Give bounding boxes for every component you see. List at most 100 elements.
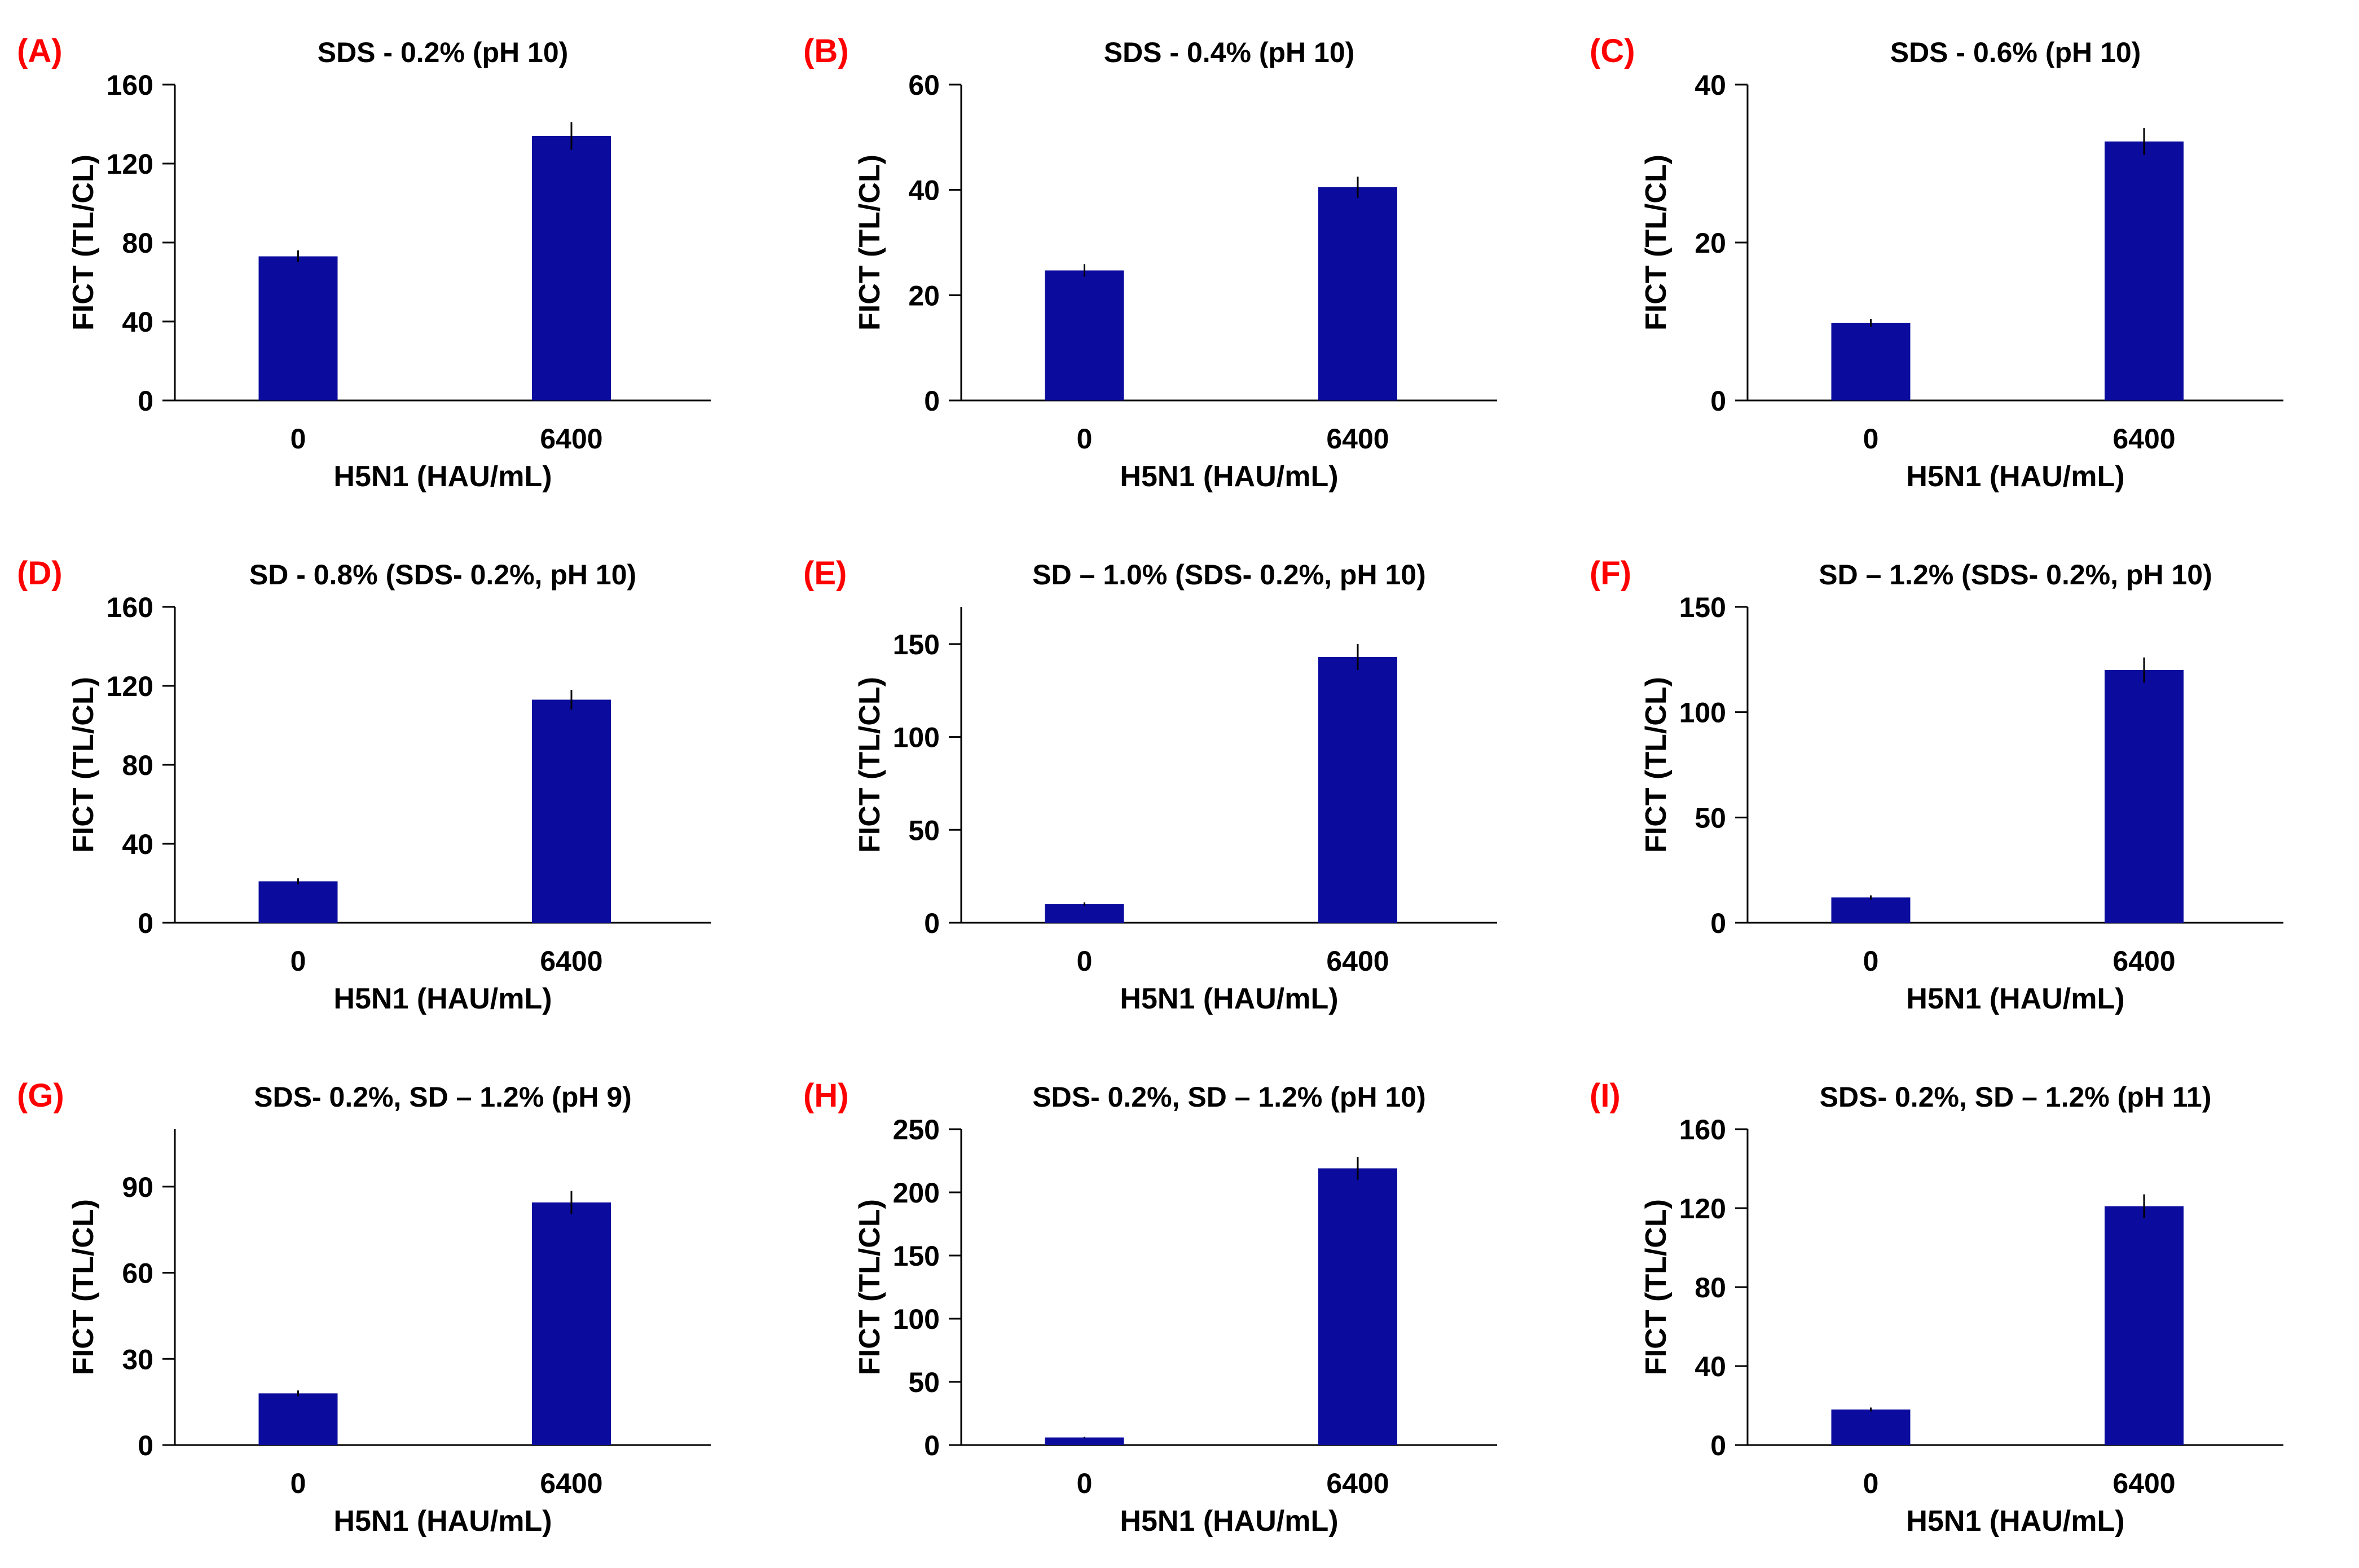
panel-label: (B) [803, 33, 849, 69]
y-tick-label: 40 [908, 175, 940, 206]
y-tick-label: 40 [122, 829, 153, 860]
y-axis-label: FICT (TL/CL) [1640, 677, 1673, 853]
bar [1831, 897, 1911, 923]
x-tick-label: 6400 [2112, 1468, 2175, 1499]
bar [1831, 323, 1911, 400]
bar [532, 136, 611, 400]
y-tick-label: 90 [122, 1171, 153, 1203]
chart-panel: (C) SDS - 0.6% (pH 10) 0 20 40 FICT (TL/CL) 0 6… [1573, 0, 2359, 522]
chart-title: SD – 1.0% (SDS- 0.2%, pH 10) [1032, 559, 1425, 591]
chart-panel: (E) SD – 1.0% (SDS- 0.2%, pH 10) 0 50 100 150… [786, 522, 1573, 1045]
bar [1318, 187, 1397, 400]
y-tick-label: 50 [1695, 802, 1726, 834]
panel-label: (G) [17, 1077, 64, 1114]
y-tick-label: 120 [107, 148, 153, 180]
x-axis-label: H5N1 (HAU/mL) [333, 460, 552, 493]
bar [1318, 657, 1397, 923]
y-tick-label: 40 [122, 306, 153, 338]
chart-svg: (F) SD – 1.2% (SDS- 0.2%, pH 10) 0 50 100 150… [1590, 555, 2283, 1015]
chart-panel: (G) SDS- 0.2%, SD – 1.2% (pH 9) 0 30 60 90 FIC… [0, 1045, 786, 1567]
chart-svg: (G) SDS- 0.2%, SD – 1.2% (pH 9) 0 30 60 90 FIC… [17, 1077, 711, 1538]
y-tick-label: 100 [893, 1303, 940, 1335]
y-tick-label: 100 [893, 722, 940, 754]
bar [258, 881, 338, 923]
y-axis-label: FICT (TL/CL) [853, 677, 886, 853]
chart-svg: (D) SD - 0.8% (SDS- 0.2%, pH 10) 0 40 80 120 1… [17, 555, 711, 1015]
y-tick-label: 120 [107, 671, 153, 702]
chart-title: SDS- 0.2%, SD – 1.2% (pH 11) [1820, 1081, 2212, 1113]
x-axis-label: H5N1 (HAU/mL) [1906, 460, 2124, 493]
x-axis-label: H5N1 (HAU/mL) [333, 1505, 552, 1538]
y-tick-label: 200 [893, 1177, 940, 1209]
chart-title: SD - 0.8% (SDS- 0.2%, pH 10) [249, 559, 636, 591]
x-tick-label: 0 [1863, 945, 1879, 977]
bar [258, 256, 338, 400]
y-tick-label: 150 [893, 1240, 940, 1272]
panel-label: (C) [1590, 33, 1635, 69]
y-axis-label: FICT (TL/CL) [1640, 1199, 1673, 1375]
y-tick-label: 40 [1695, 1351, 1726, 1382]
bar [1045, 1437, 1124, 1445]
x-tick-label: 6400 [1326, 1468, 1389, 1499]
x-tick-label: 6400 [1326, 945, 1389, 977]
bar [532, 1202, 611, 1445]
x-tick-label: 0 [1077, 945, 1093, 977]
bar [532, 699, 611, 923]
y-tick-label: 250 [893, 1114, 940, 1146]
y-axis-label: FICT (TL/CL) [853, 1199, 886, 1375]
y-tick-label: 160 [107, 69, 153, 101]
x-tick-label: 6400 [1326, 423, 1389, 455]
x-axis-label: H5N1 (HAU/mL) [1120, 983, 1338, 1015]
y-tick-label: 0 [924, 385, 940, 417]
panel-label: (F) [1590, 555, 1631, 592]
chart-panel: (B) SDS - 0.4% (pH 10) 0 20 40 60 FICT (TL/CL)… [786, 0, 1573, 522]
y-tick-label: 60 [122, 1258, 153, 1289]
y-tick-label: 160 [107, 592, 153, 623]
chart-panel: (D) SD - 0.8% (SDS- 0.2%, pH 10) 0 40 80 120 1… [0, 522, 786, 1045]
chart-panel: (A) SDS - 0.2% (pH 10) 0 40 80 120 160 FICT (TL… [0, 0, 786, 522]
panel-label: (D) [17, 555, 63, 592]
y-tick-label: 80 [122, 750, 153, 781]
chart-title: SDS - 0.2% (pH 10) [318, 37, 569, 68]
y-axis-label: FICT (TL/CL) [1640, 155, 1673, 331]
y-tick-label: 20 [908, 280, 940, 311]
chart-title: SDS - 0.4% (pH 10) [1104, 37, 1355, 68]
y-tick-label: 0 [924, 908, 940, 939]
panel-label: (H) [803, 1077, 849, 1114]
y-tick-label: 20 [1695, 227, 1726, 259]
chart-title: SDS- 0.2%, SD – 1.2% (pH 10) [1032, 1081, 1425, 1113]
chart-title: SDS- 0.2%, SD – 1.2% (pH 9) [254, 1081, 632, 1113]
y-tick-label: 0 [138, 385, 153, 417]
chart-svg: (B) SDS - 0.4% (pH 10) 0 20 40 60 FICT (TL/CL)… [803, 33, 1497, 493]
panel-label: (E) [803, 555, 847, 592]
y-axis-label: FICT (TL/CL) [67, 1199, 100, 1375]
chart-svg: (I) SDS- 0.2%, SD – 1.2% (pH 11) 0 40 80 120 1… [1590, 1077, 2283, 1538]
y-tick-label: 80 [1695, 1272, 1726, 1303]
chart-panel: (I) SDS- 0.2%, SD – 1.2% (pH 11) 0 40 80 120 1… [1573, 1045, 2359, 1567]
y-tick-label: 50 [908, 1367, 940, 1398]
x-tick-label: 0 [291, 1468, 306, 1499]
y-tick-label: 80 [122, 227, 153, 259]
x-tick-label: 0 [291, 945, 306, 977]
bar [2105, 141, 2184, 401]
bar [1045, 904, 1124, 923]
x-axis-label: H5N1 (HAU/mL) [1906, 983, 2124, 1015]
y-tick-label: 30 [122, 1344, 153, 1375]
y-tick-label: 60 [908, 69, 940, 101]
bar [258, 1393, 338, 1445]
y-axis-label: FICT (TL/CL) [67, 677, 100, 853]
y-tick-label: 0 [1710, 385, 1726, 417]
y-tick-label: 40 [1695, 69, 1726, 101]
x-tick-label: 0 [1863, 423, 1879, 455]
x-tick-label: 6400 [2112, 945, 2175, 977]
y-tick-label: 160 [1679, 1114, 1726, 1146]
chart-panel: (H) SDS- 0.2%, SD – 1.2% (pH 10) 0 50 100 150… [786, 1045, 1573, 1567]
bar [2105, 1206, 2184, 1445]
bar [1318, 1168, 1397, 1445]
y-tick-label: 120 [1679, 1193, 1726, 1225]
chart-title: SDS - 0.6% (pH 10) [1890, 37, 2141, 68]
chart-panel: (F) SD – 1.2% (SDS- 0.2%, pH 10) 0 50 100 150… [1573, 522, 2359, 1045]
bar [1831, 1410, 1911, 1445]
bar [2105, 670, 2184, 923]
